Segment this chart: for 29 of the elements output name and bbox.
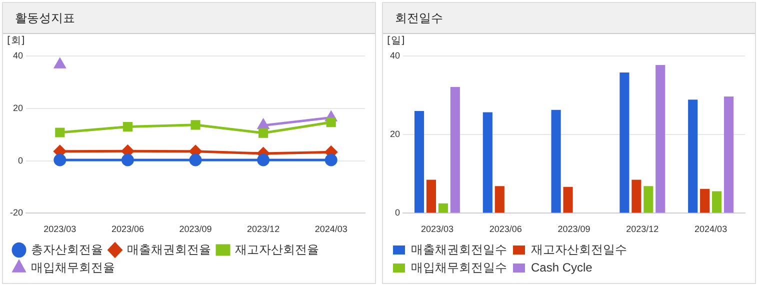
legend-label: 매입채무회전율 xyxy=(31,260,115,274)
y-tick-label: 20 xyxy=(12,102,24,113)
legend-label: 재고자산회전일수 xyxy=(531,242,627,256)
y-tick-label: 20 xyxy=(390,129,400,140)
chart-title: 활동성지표 xyxy=(3,3,375,34)
x-tick-label: 2023/09 xyxy=(558,224,590,234)
x-tick-label: 2023/12 xyxy=(626,224,659,234)
x-tick-label: 2023/06 xyxy=(489,224,522,234)
y-tick-label: 40 xyxy=(12,50,24,60)
y-axis-title: [일] xyxy=(387,36,405,47)
legend-label: Cash Cycle xyxy=(531,260,593,274)
x-tick-label: 2024/03 xyxy=(694,224,728,234)
x-tick-label: 2023/09 xyxy=(179,224,212,234)
x-tick-label: 2023/03 xyxy=(44,224,76,234)
y-tick-label: 0 xyxy=(18,155,24,166)
legend-label: 매출채권회전율 xyxy=(127,242,211,256)
x-tick-label: 2023/03 xyxy=(420,224,454,234)
x-tick-label: 2024/03 xyxy=(314,224,348,234)
y-tick-label: 40 xyxy=(390,50,400,60)
legend-label: 매출채권회전일수 xyxy=(411,242,507,256)
x-tick-label: 2023/12 xyxy=(247,224,280,234)
chart-title: 회전일수 xyxy=(383,3,755,34)
y-tick-label: -20 xyxy=(10,208,24,218)
legend-label: 매입채무회전일수 xyxy=(411,260,507,274)
x-tick-label: 2023/06 xyxy=(111,224,144,234)
legend-label: 총자산회전율 xyxy=(31,242,103,256)
y-axis-title: [회] xyxy=(7,36,25,47)
legend-label: 재고자산회전율 xyxy=(235,242,319,256)
y-tick-label: 0 xyxy=(394,208,400,218)
